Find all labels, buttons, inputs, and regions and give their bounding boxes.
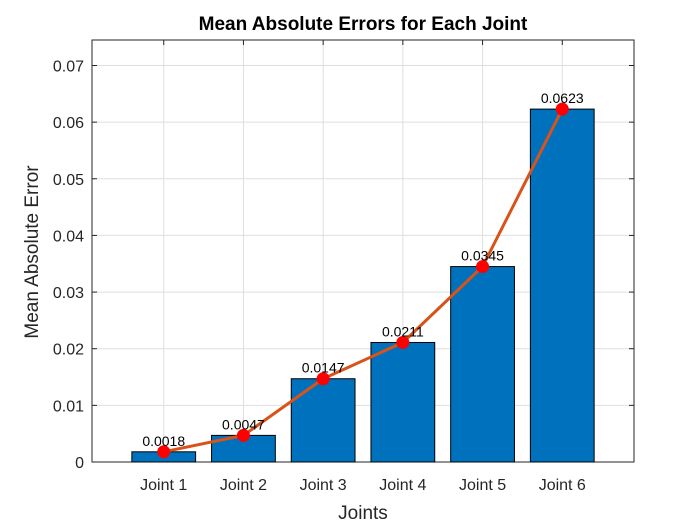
- series-line: [163, 108, 564, 454]
- line-point: [236, 428, 250, 442]
- x-tick-label: Joint 3: [300, 477, 347, 494]
- axes-box: [91, 39, 635, 463]
- data-label: 0.0047: [222, 416, 265, 432]
- data-labels: 0.0018 0.0047 0.0147 0.0211 0.0345 0.0623: [142, 90, 584, 449]
- x-tick-label: Joint 1: [140, 477, 187, 494]
- data-label: 0.0018: [142, 433, 185, 449]
- y-axis-label: Mean Absolute Error: [22, 165, 43, 339]
- bar: [290, 378, 356, 463]
- y-tick-label: 0.05: [53, 172, 84, 189]
- y-tick-label: 0.02: [53, 342, 84, 359]
- y-tick-label: 0.07: [53, 58, 84, 75]
- x-axis-label: Joints: [338, 503, 388, 524]
- x-tick-label: Joint 6: [539, 477, 586, 494]
- data-label: 0.0211: [382, 323, 424, 339]
- data-label: 0.0345: [461, 248, 504, 264]
- data-label: 0.0147: [302, 360, 345, 376]
- line-point: [476, 260, 490, 274]
- line-point: [555, 102, 569, 116]
- line-point: [316, 372, 330, 386]
- bar: [529, 108, 595, 463]
- line-point: [157, 445, 171, 459]
- x-tick-label: Joint 4: [379, 477, 426, 494]
- y-tick-label: 0.04: [53, 228, 84, 245]
- x-tick-label: Joint 5: [459, 477, 506, 494]
- x-tick-label: Joint 2: [220, 477, 267, 494]
- y-tick-label: 0.06: [53, 115, 84, 132]
- bar: [450, 266, 515, 463]
- data-label: 0.0623: [541, 90, 584, 106]
- x-axis: Joint 1 Joint 2 Joint 3 Joint 4 Joint 5 Joint…: [140, 40, 586, 494]
- y-tick-label: 0.01: [53, 398, 84, 415]
- bar: [370, 341, 436, 463]
- bars: [131, 108, 595, 463]
- chart-title: Mean Absolute Errors for Each Joint: [199, 14, 528, 35]
- overlay-line: [157, 102, 569, 459]
- y-tick-label: 0.03: [53, 285, 84, 302]
- y-axis: 0 0.01 0.02 0.03 0.04 0.05 0.06 0.07: [53, 58, 634, 472]
- line-point: [396, 335, 410, 349]
- y-tick-label: 0: [75, 455, 84, 472]
